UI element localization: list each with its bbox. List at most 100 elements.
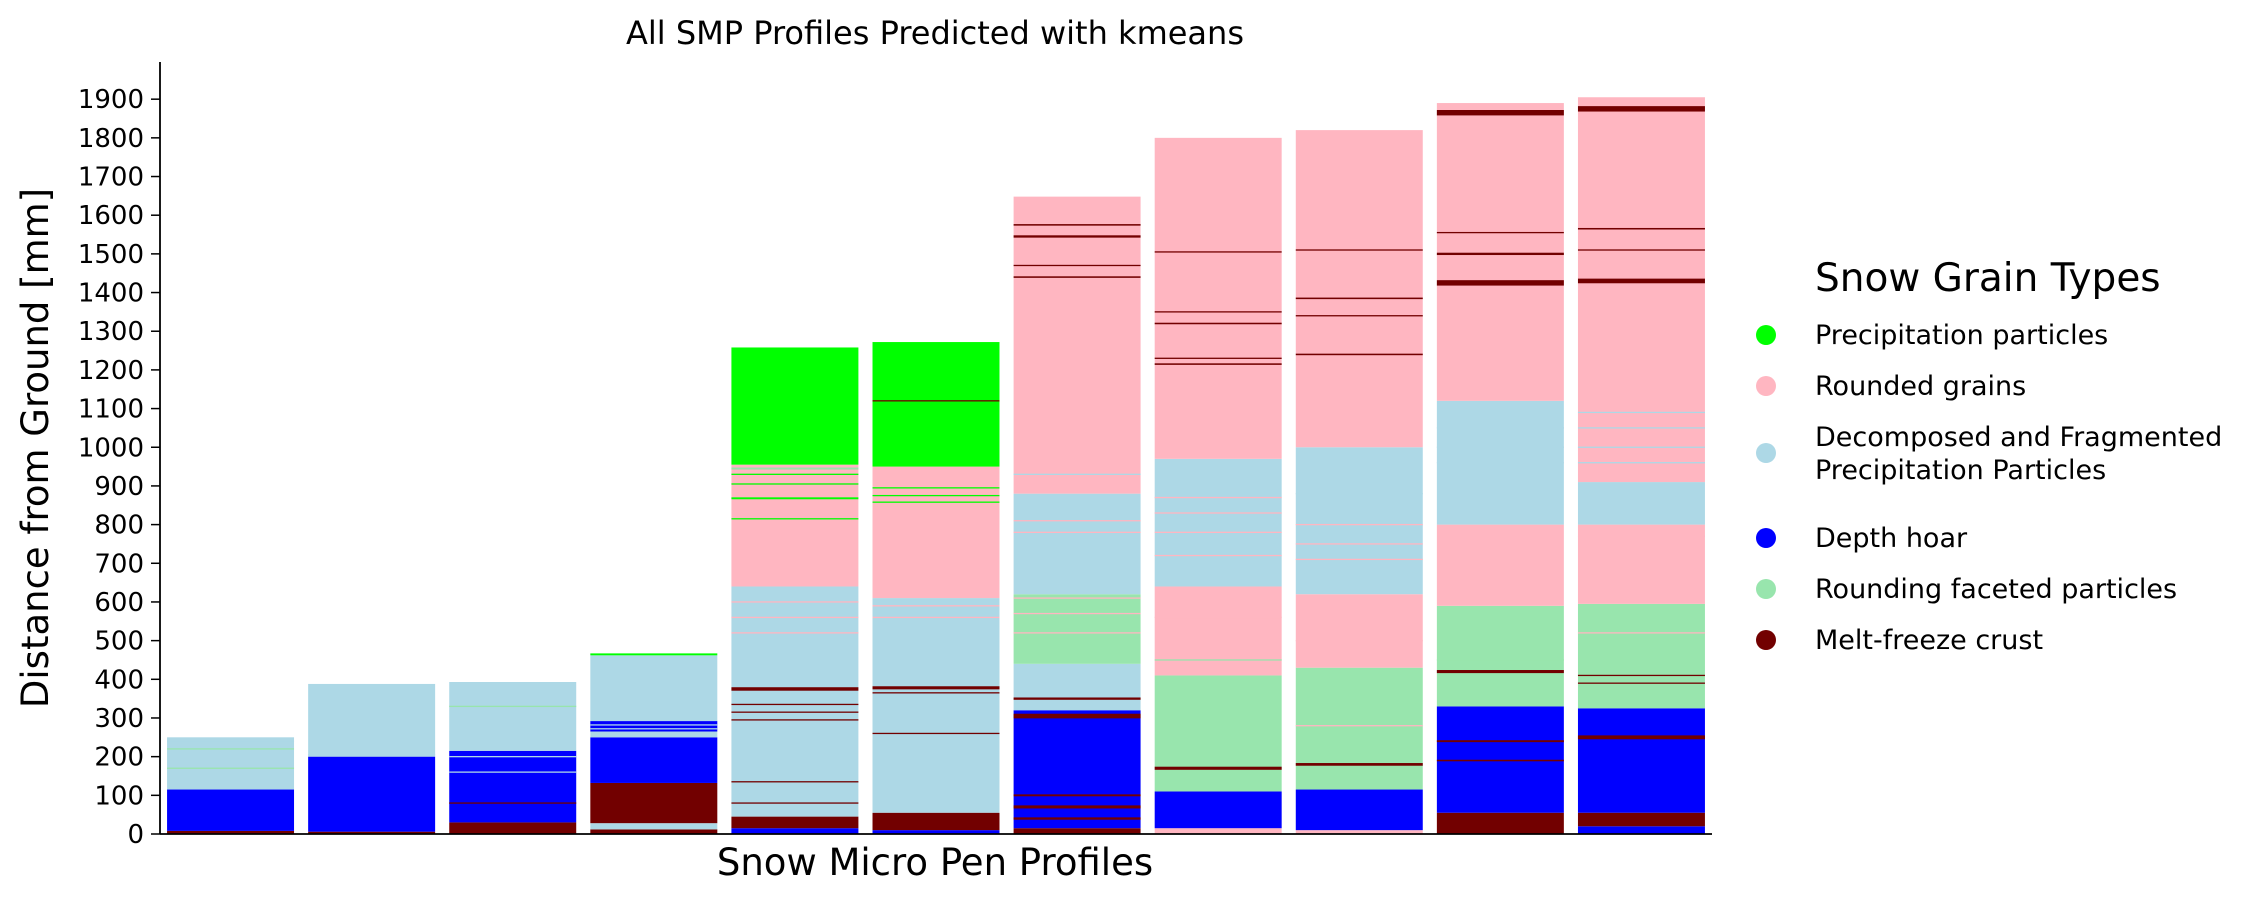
thin-layer-rg	[1154, 616, 1282, 619]
thin-layer-mfcr	[872, 686, 1000, 690]
layer-dh	[731, 828, 859, 834]
thin-layer-mfcr	[1154, 766, 1282, 770]
thin-layer-rgwp	[449, 705, 577, 708]
layer-pp	[872, 342, 1000, 467]
y-axis-label: Distance from Ground [mm]	[14, 188, 57, 708]
thin-layer-mfcr	[731, 703, 859, 706]
thin-layer-mfcr	[1295, 763, 1423, 766]
thin-layer-mfcr	[1436, 231, 1564, 234]
thin-layer-df	[590, 724, 718, 726]
layer-mfcr	[308, 831, 436, 834]
thin-layer-rgwp	[1436, 659, 1564, 661]
thin-layer-rg	[1013, 520, 1141, 522]
layer-dh	[308, 756, 436, 832]
thin-layer-mfcr	[1013, 805, 1141, 809]
y-tick-label: 1900	[78, 85, 144, 115]
legend-label: Rounding faceted particles	[1815, 574, 2177, 605]
layer-df	[1577, 482, 1705, 525]
thin-layer-rg	[1013, 612, 1141, 615]
thin-layer-df	[1436, 462, 1564, 464]
thin-layer-df	[1577, 411, 1705, 414]
y-tick-label: 600	[94, 588, 144, 618]
legend-marker	[1756, 579, 1776, 599]
legend-item-rg: Rounded grains	[1756, 371, 2026, 402]
legend: Snow Grain Types Precipitation particles…	[1756, 256, 2222, 656]
y-tick-label: 200	[94, 743, 144, 773]
thin-layer-df	[1577, 427, 1705, 429]
layer-df	[872, 598, 1000, 813]
thin-layer-mfcr	[731, 781, 859, 783]
thin-layer-mfcr	[872, 692, 1000, 694]
thin-layer-df	[1013, 473, 1141, 475]
legend-marker	[1756, 630, 1776, 650]
thin-layer-df	[1577, 446, 1705, 448]
thin-layer-mfcr	[1577, 106, 1705, 112]
layer-rg	[1295, 594, 1423, 668]
profile-bar-1	[167, 737, 295, 834]
thin-layer-rg	[1295, 543, 1423, 545]
legend-item-mfcr: Melt-freeze crust	[1756, 625, 2043, 656]
thin-layer-mfcr	[1295, 249, 1423, 251]
thin-layer-rg	[1154, 512, 1282, 514]
layer-df	[731, 586, 859, 817]
layer-pp	[731, 347, 859, 465]
thin-layer-df	[449, 756, 577, 758]
thin-layer-rgwp	[167, 767, 295, 769]
thin-layer-rgwp	[1154, 659, 1282, 661]
layer-mfcr	[1577, 812, 1705, 827]
profile-bar-8	[1154, 137, 1282, 834]
y-tick-label: 300	[94, 704, 144, 734]
legend-label: Depth hoar	[1815, 523, 1968, 554]
legend-marker	[1756, 325, 1776, 345]
thin-layer-mfcr	[1013, 817, 1141, 820]
layer-dh	[590, 721, 718, 732]
legend-label: Decomposed and Fragmented	[1815, 422, 2222, 453]
thin-layer-pp	[872, 501, 1000, 503]
thin-layer-mfcr	[1013, 224, 1141, 226]
layer-rg	[1013, 196, 1141, 494]
thin-layer-mfcr	[1013, 713, 1141, 719]
thin-layer-mfcr	[1577, 674, 1705, 677]
layer-mfcr	[872, 812, 1000, 831]
thin-layer-rg	[731, 616, 859, 619]
layer-df	[449, 682, 577, 751]
thin-layer-df	[1436, 446, 1564, 448]
y-tick-label: 900	[94, 472, 144, 502]
thin-layer-mfcr	[1154, 357, 1282, 359]
thin-layer-mfcr	[1577, 682, 1705, 684]
layer-rg	[731, 464, 859, 587]
legend-label: Precipitation particles	[1815, 320, 2108, 351]
thin-layer-pp	[731, 473, 859, 475]
thin-layer-mfcr	[1013, 794, 1141, 797]
layer-rg	[1154, 137, 1282, 459]
layer-df	[590, 655, 718, 722]
thin-layer-mfcr	[1436, 740, 1564, 743]
profile-bar-4	[590, 653, 718, 834]
y-tick-label: 0	[127, 820, 144, 850]
layer-pp	[590, 653, 718, 656]
layer-dh	[1013, 795, 1141, 829]
layer-dh	[1436, 706, 1564, 813]
y-tick-label: 1600	[78, 201, 144, 231]
y-tick-label: 1800	[78, 124, 144, 154]
y-tick-label: 1100	[78, 395, 144, 425]
y-tick-label: 1400	[78, 279, 144, 309]
thin-layer-pp	[872, 494, 1000, 497]
thin-layer-df	[449, 771, 577, 773]
thin-layer-pp	[731, 483, 859, 485]
profile-bar-3	[449, 682, 577, 834]
thin-layer-rg	[1154, 554, 1282, 557]
thin-layer-rg	[1577, 535, 1705, 537]
legend-item-rgwp: Rounding faceted particles	[1756, 574, 2177, 605]
thin-layer-rgwp	[167, 748, 295, 750]
thin-layer-mfcr	[1577, 278, 1705, 284]
thin-layer-rg	[1295, 725, 1423, 727]
layer-mfcr	[167, 830, 295, 834]
thin-layer-mfcr	[1154, 251, 1282, 253]
thin-layer-mfcr	[1436, 670, 1564, 674]
thin-layer-df	[1577, 462, 1705, 464]
legend-item-dh: Depth hoar	[1756, 523, 1968, 554]
y-tick-label: 700	[94, 549, 144, 579]
thin-layer-rg	[1154, 496, 1282, 499]
